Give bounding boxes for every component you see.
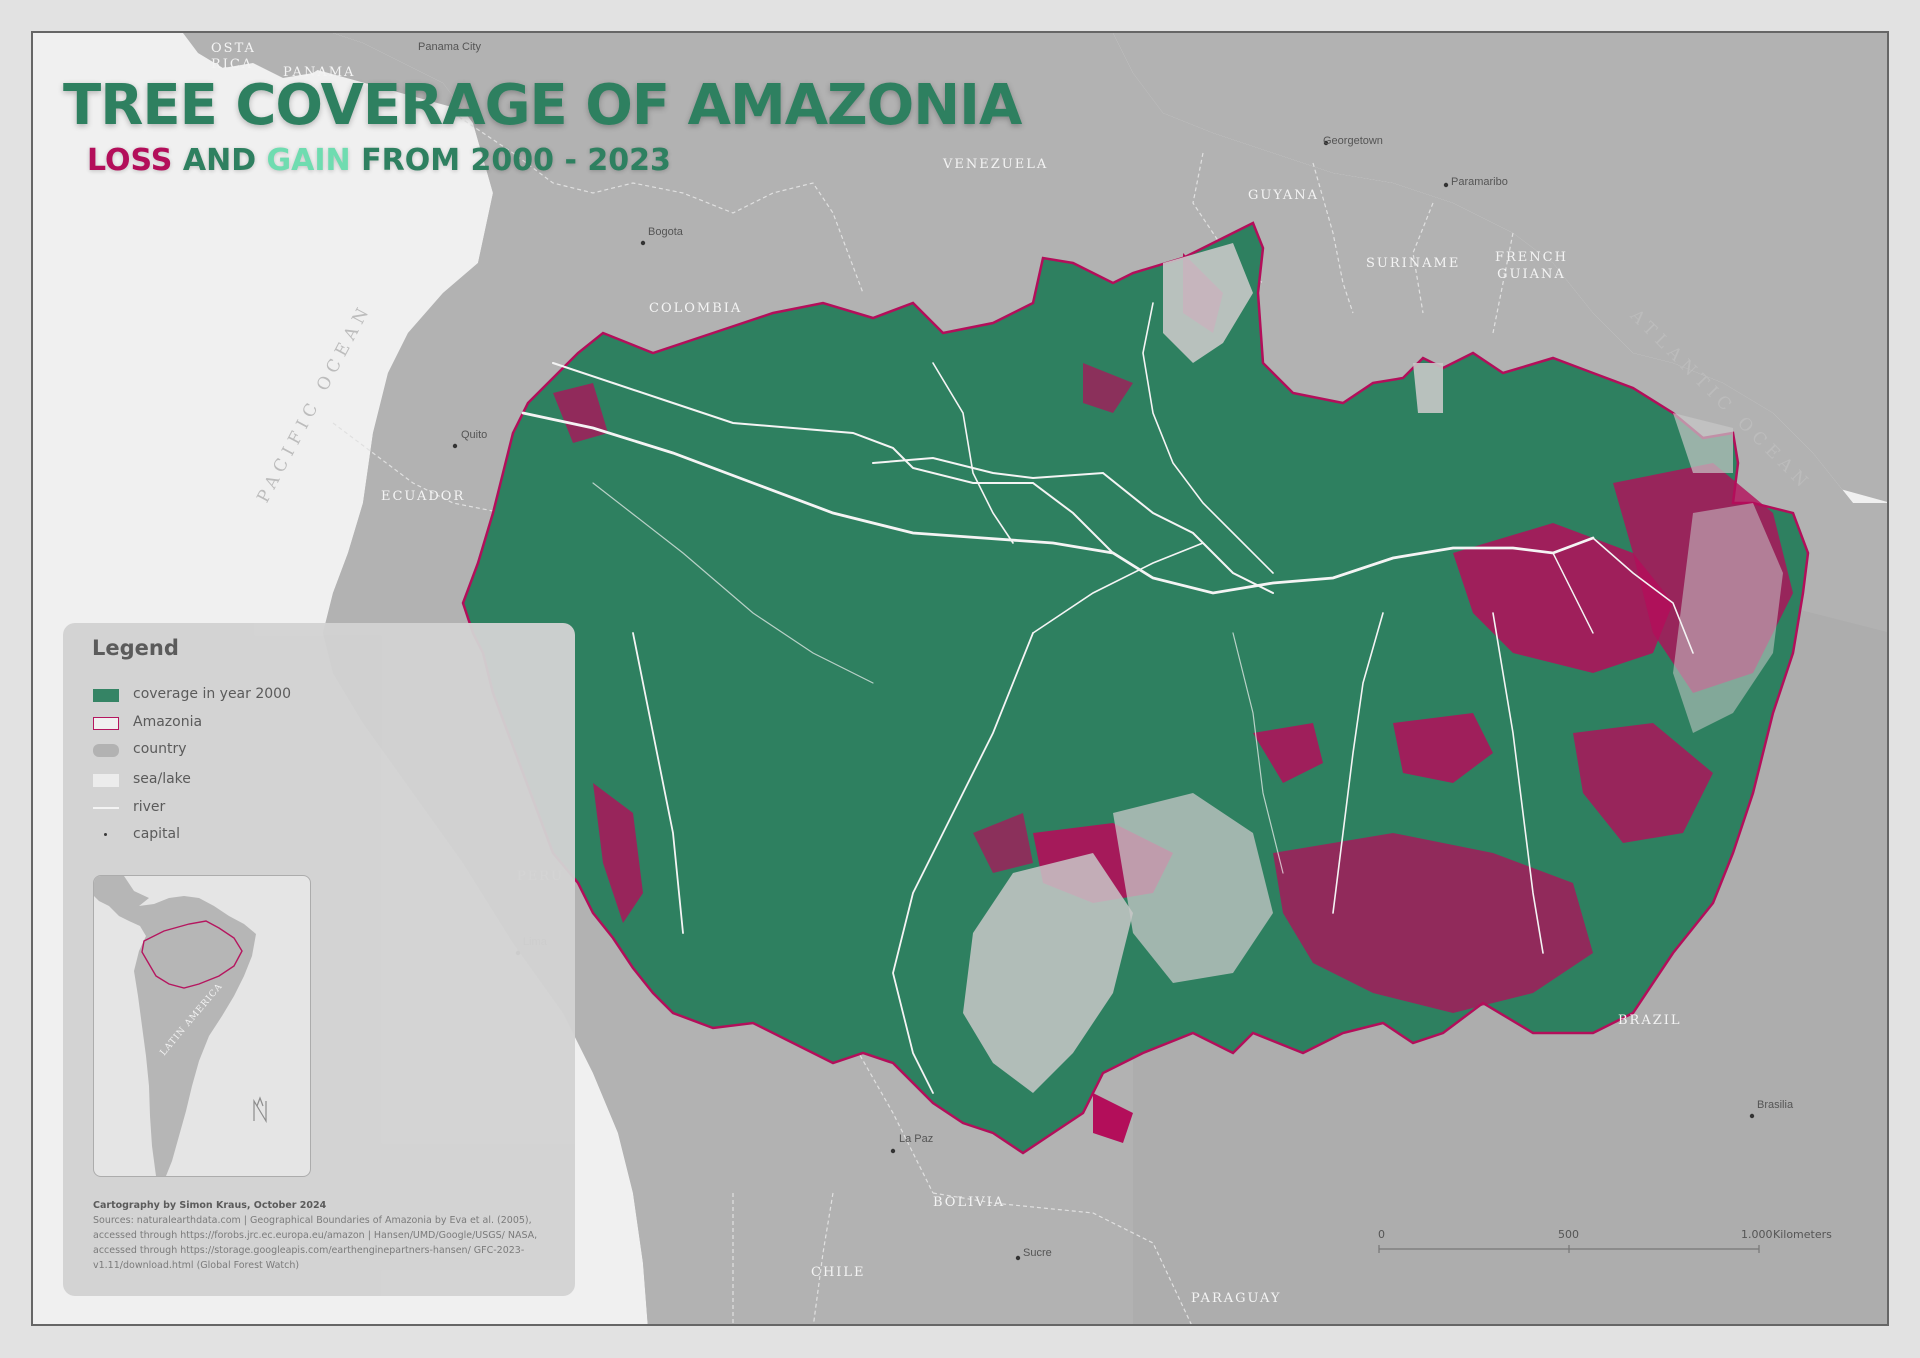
legend-swatch-amazonia	[93, 717, 119, 730]
country-borders	[332, 112, 1514, 1324]
country-label-brazil: BRAZIL	[1618, 1013, 1682, 1028]
country-label-suriname: SURINAME	[1366, 256, 1461, 271]
country-label-costa-rica-line1: OSTA	[211, 41, 256, 56]
scale-bar: 0 500 1.000 Kilometers	[1378, 1228, 1832, 1268]
map-canvas	[33, 33, 1887, 1324]
legend-title: Legend	[92, 636, 179, 660]
capital-dot-georgetown	[1323, 140, 1329, 146]
scale-tick-0: 0	[1378, 1228, 1385, 1241]
legend-swatch-country	[93, 744, 119, 757]
scale-tick-1000: 1.000	[1741, 1228, 1773, 1241]
non-forest-areas	[963, 243, 1783, 1093]
city-label-brasilia: Brasilia	[1757, 1099, 1794, 1111]
country-label-ecuador: ECUADOR	[381, 489, 466, 504]
scale-line	[1378, 1245, 1760, 1253]
city-label-bogota: Bogota	[648, 226, 683, 238]
subtitle-range: FROM 2000 - 2023	[350, 143, 671, 178]
country-label-bolivia: BOLIVIA	[933, 1195, 1006, 1210]
city-label-quito: Quito	[461, 429, 488, 441]
capital-dot-paramaribo	[1443, 182, 1449, 188]
country-label-venezuela: VENEZUELA	[943, 157, 1049, 172]
north-arrow-icon	[253, 1096, 267, 1124]
country-label-french-guiana-line2: GUIANA	[1497, 267, 1566, 282]
subtitle-and: AND	[172, 143, 267, 178]
map-title: TREE COVERAGE OF AMAZONIA	[63, 73, 1022, 138]
country-label-french-guiana-line1: FRENCH	[1495, 250, 1568, 265]
city-label-sucre: Sucre	[1023, 1247, 1052, 1259]
country-label-panama: PANAMA	[283, 65, 356, 80]
legend-panel: Legend coverage in year 2000 Amazonia co…	[63, 623, 575, 1296]
credits-block: Cartography by Simon Kraus, October 2024…	[93, 1198, 543, 1273]
capital-dot-bogota	[640, 240, 646, 246]
capital-dot-quito	[452, 443, 458, 449]
country-label-guyana: GUYANA	[1248, 188, 1320, 203]
legend-label-country: country	[133, 741, 187, 757]
capital-dot-la-paz	[890, 1148, 896, 1154]
country-label-costa-rica: OSTA RICA	[211, 41, 256, 73]
city-label-paramaribo: Paramaribo	[1451, 176, 1508, 188]
country-label-french-guiana: FRENCH GUIANA	[1495, 249, 1568, 283]
legend-label-river: river	[133, 799, 166, 815]
credits-sources: Sources: naturalearthdata.com | Geograph…	[93, 1215, 538, 1271]
city-label-georgetown: Georgetown	[1323, 135, 1383, 147]
inset-landmass	[94, 876, 256, 1176]
legend-swatch-river	[93, 807, 119, 809]
country-label-colombia: COLOMBIA	[649, 301, 743, 316]
scale-unit: Kilometers	[1773, 1228, 1832, 1241]
legend-swatch-capital	[104, 833, 107, 836]
legend-label-sea: sea/lake	[133, 771, 191, 787]
river-network	[521, 302, 1694, 1094]
inset-svg: LATIN AMERICA	[94, 876, 267, 1176]
capital-dot-brasilia	[1749, 1113, 1755, 1119]
capital-dots	[452, 140, 1755, 1261]
legend-label-coverage: coverage in year 2000	[133, 686, 291, 702]
legend-label-capital: capital	[133, 826, 181, 842]
subtitle-gain: GAIN	[266, 143, 351, 178]
country-label-chile: CHILE	[811, 1265, 866, 1280]
capital-dot-sucre	[1015, 1255, 1021, 1261]
legend-swatch-coverage	[93, 689, 119, 702]
map-subtitle: LOSS AND GAIN FROM 2000 - 2023	[87, 143, 671, 178]
map-frame: PACIFIC OCEAN ATLANTIC OCEAN OSTA RICA P…	[31, 31, 1889, 1326]
scale-tick-500: 500	[1558, 1228, 1579, 1241]
legend-label-amazonia: Amazonia	[133, 714, 203, 730]
inset-amazonia-outline	[141, 920, 243, 989]
locator-inset-map: LATIN AMERICA	[93, 875, 311, 1177]
subtitle-loss: LOSS	[87, 143, 173, 178]
country-label-costa-rica-line2: RICA	[211, 57, 254, 72]
country-label-paraguay: PARAGUAY	[1191, 1291, 1282, 1306]
land-central-america	[183, 33, 343, 78]
city-label-la-paz: La Paz	[899, 1133, 934, 1145]
city-label-panama-city: Panama City	[418, 41, 481, 53]
legend-swatch-sea	[93, 774, 119, 787]
credits-author: Cartography by Simon Kraus, October 2024	[93, 1200, 327, 1211]
